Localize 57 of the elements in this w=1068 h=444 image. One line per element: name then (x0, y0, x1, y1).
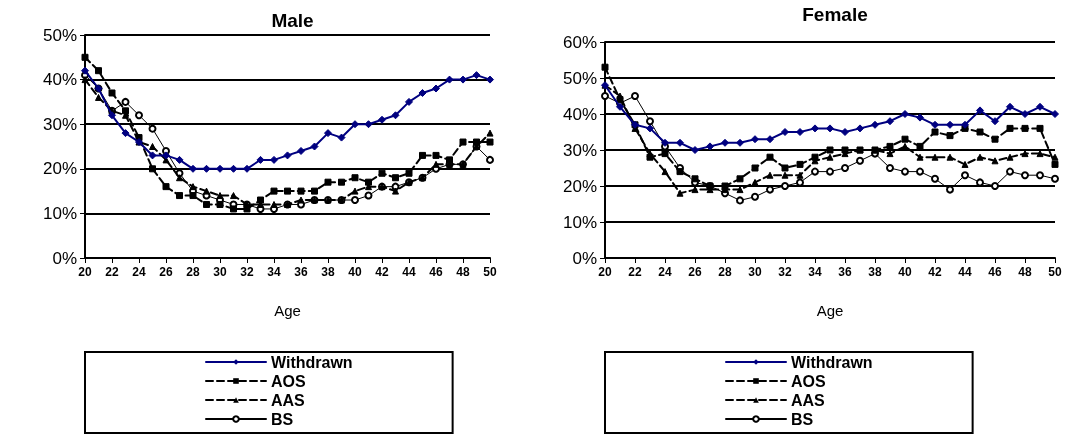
legend-label: AAS (791, 391, 826, 409)
y-tick-label: 0% (572, 248, 597, 268)
x-tick-label: 44 (402, 265, 416, 279)
y-tick-label: 50% (562, 68, 597, 88)
x-tick-label: 34 (808, 265, 822, 279)
x-tick-label: 32 (778, 265, 792, 279)
x-tick-label: 28 (718, 265, 732, 279)
y-tick-label: 10% (562, 212, 597, 232)
y-tick-label: 20% (42, 159, 77, 179)
x-tick-label: 34 (267, 265, 281, 279)
x-tick-label: 20 (598, 265, 612, 279)
x-tick-label: 48 (1018, 265, 1032, 279)
x-tick-label: 22 (105, 265, 119, 279)
x-axis-title: Age (274, 302, 301, 319)
y-tick-label: 40% (42, 70, 77, 90)
x-tick-label: 20 (78, 265, 92, 279)
x-tick-label: 38 (321, 265, 335, 279)
chart-title: Female (802, 4, 868, 25)
x-tick-label: 50 (1048, 265, 1062, 279)
x-tick-label: 24 (658, 265, 672, 279)
y-tick-label: 30% (562, 140, 597, 160)
y-tick-label: 0% (52, 248, 77, 268)
chart-title: Male (271, 10, 314, 31)
x-tick-label: 46 (988, 265, 1002, 279)
x-axis-title: Age (816, 302, 844, 319)
x-tick-label: 40 (898, 265, 912, 279)
x-tick-label: 46 (429, 265, 443, 279)
y-tick-label: 20% (562, 176, 597, 196)
legend-label: BS (791, 410, 814, 428)
x-tick-label: 30 (213, 265, 227, 279)
y-tick-label: 10% (42, 203, 77, 223)
legend-label: AOS (791, 372, 826, 390)
x-tick-label: 44 (958, 265, 972, 279)
legend-label: Withdrawn (791, 353, 873, 371)
x-tick-label: 28 (186, 265, 200, 279)
x-tick-label: 36 (838, 265, 852, 279)
y-tick-label: 50% (42, 25, 77, 45)
x-tick-label: 38 (868, 265, 882, 279)
x-tick-label: 22 (628, 265, 642, 279)
y-tick-label: 40% (562, 104, 597, 124)
x-tick-label: 42 (928, 265, 942, 279)
x-tick-label: 50 (483, 265, 497, 279)
legend-label: BS (271, 410, 294, 428)
x-tick-label: 26 (688, 265, 702, 279)
y-tick-label: 60% (562, 32, 597, 52)
y-tick-label: 30% (42, 114, 77, 134)
legend-label: Withdrawn (271, 353, 353, 371)
x-tick-label: 48 (456, 265, 470, 279)
x-tick-label: 24 (132, 265, 146, 279)
x-tick-label: 26 (159, 265, 173, 279)
x-tick-label: 30 (748, 265, 762, 279)
x-tick-label: 36 (294, 265, 308, 279)
x-tick-label: 42 (375, 265, 389, 279)
legend-label: AOS (271, 372, 306, 390)
x-tick-label: 40 (348, 265, 362, 279)
legend-label: AAS (271, 391, 306, 409)
x-tick-label: 32 (240, 265, 254, 279)
